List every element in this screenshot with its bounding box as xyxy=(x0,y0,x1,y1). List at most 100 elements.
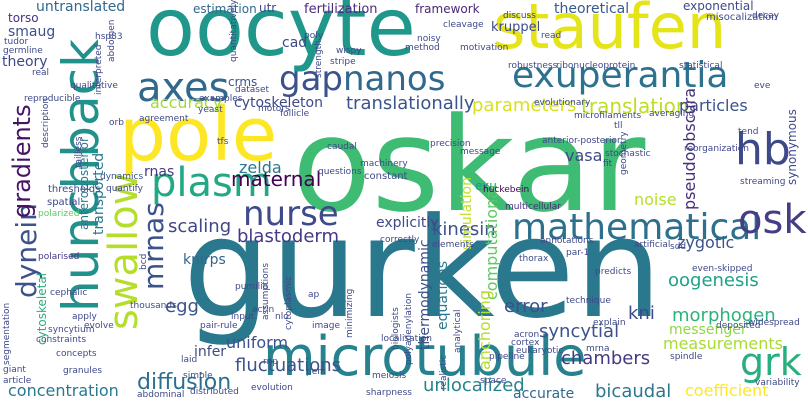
word-image: image xyxy=(312,321,341,331)
word-bcd: bcd xyxy=(139,253,149,270)
word-averaging: averaging xyxy=(649,109,695,119)
word-syncytial: syncytial xyxy=(539,321,620,342)
word-dataset: dataset xyxy=(235,85,270,95)
word-pem: pem xyxy=(306,367,327,377)
word-discuss: discuss xyxy=(503,11,536,21)
word-axes: axes xyxy=(137,65,230,111)
word-agreement: agreement xyxy=(139,114,189,124)
word-pair-rule: pair-rule xyxy=(200,321,238,331)
word-input: input xyxy=(231,312,255,322)
word-translation: translation xyxy=(581,94,689,118)
word-accurate: accurate xyxy=(513,386,575,402)
word-knirps: knirps xyxy=(183,252,226,268)
word-cad: cad xyxy=(282,35,308,51)
word-kruppel: kruppel xyxy=(491,20,541,35)
word-reorganization: reorganization xyxy=(684,144,749,154)
word-polarised: polarised xyxy=(38,252,80,262)
word-thorax: thorax xyxy=(519,254,549,264)
word-quantify: quantify xyxy=(106,184,144,194)
word-uniform: uniform xyxy=(226,333,289,352)
word-explicitly: explicitly xyxy=(376,215,439,231)
word-constant: constant xyxy=(364,171,408,182)
word-granules: granules xyxy=(63,366,103,376)
word-concepts: concepts xyxy=(56,349,97,359)
word-caudal: caudal xyxy=(327,142,357,152)
word-tailless: tailless xyxy=(74,136,84,168)
word-zygotic: zygotic xyxy=(677,233,735,252)
word-noisy: noisy xyxy=(417,34,441,44)
word-actin: actin xyxy=(252,305,275,315)
word-minimizing: minimizing xyxy=(345,288,355,338)
word-ribonucleoprotein: ribonucleoprotein xyxy=(556,61,636,71)
word-kni: kni xyxy=(628,303,655,324)
word-framework: framework xyxy=(415,2,480,16)
word-motors: motors xyxy=(258,104,290,114)
word-hsp83: hsp83 xyxy=(95,32,123,42)
word-exuperantia: exuperantia xyxy=(512,55,729,96)
word-motivation: motivation xyxy=(460,43,509,53)
word-stripe: stripe xyxy=(330,57,356,67)
word-evolution: evolution xyxy=(251,383,293,393)
word-morphogen: morphogen xyxy=(672,305,776,326)
word-localisation: localisation xyxy=(381,334,432,344)
word-poly: poly xyxy=(304,31,324,41)
word-variability: variability xyxy=(755,378,800,388)
word-computational: computational xyxy=(482,184,501,300)
word-osk: osk xyxy=(738,197,807,243)
word-predicts: predicts xyxy=(595,267,632,277)
word-constraints: constraints xyxy=(36,335,87,345)
word-gradients: gradients xyxy=(8,104,36,218)
word-biologists: biologists xyxy=(391,307,401,350)
word-spatial: spatial xyxy=(47,197,81,208)
word-tend: tend xyxy=(738,127,759,137)
word-geometry: geometry xyxy=(619,131,629,175)
word-cytoskeleton: cytoskeleton xyxy=(234,95,323,111)
word-abdominal: abdominal xyxy=(137,390,185,400)
word-nanos: nanos xyxy=(343,59,446,99)
word-simple: simple xyxy=(183,371,213,381)
word-message: message xyxy=(460,147,501,157)
word-gurken: gurken xyxy=(183,188,663,349)
word-diffusion: diffusion xyxy=(137,370,232,395)
word-error: error xyxy=(504,296,548,317)
word-measurements: measurements xyxy=(663,334,783,353)
word-accuracy: accuracy xyxy=(150,93,223,112)
word-fluctuations: fluctuations xyxy=(235,355,341,376)
word-cephalic: cephalic xyxy=(50,288,88,298)
word-staufen: staufen xyxy=(493,0,727,63)
word-explain: explain xyxy=(593,318,626,328)
word-evolutionary: evolutionary xyxy=(534,98,591,108)
word-synonymous: synonymous xyxy=(785,109,799,185)
word-huckebein: huckebein xyxy=(483,185,530,195)
word-laid: laid xyxy=(181,355,198,365)
word-robustness: robustness xyxy=(508,61,558,71)
word-artificial: artificial xyxy=(634,240,671,250)
word-examples: examples xyxy=(199,94,243,104)
word-streaming: streaming xyxy=(740,177,786,187)
word-exponential: exponential xyxy=(683,0,754,13)
word-noise: noise xyxy=(634,190,677,209)
word-spindle: spindle xyxy=(670,352,703,362)
word-tudor: tudor xyxy=(4,37,29,47)
word-theoretical: theoretical xyxy=(554,1,630,17)
word-torso: torso xyxy=(8,11,39,25)
word-microfilaments: microfilaments xyxy=(574,111,642,121)
word-polarized: polarized xyxy=(38,209,80,219)
word-distributed: distributed xyxy=(190,387,239,397)
word-ap: ap xyxy=(308,290,320,300)
word-orb: orb xyxy=(109,118,124,128)
word-widespread: widespread xyxy=(748,318,800,328)
word-cleavage: cleavage xyxy=(443,20,484,30)
word-blastoderm: blastoderm xyxy=(237,226,340,247)
word-method: method xyxy=(405,43,440,53)
word-utr: utr xyxy=(259,1,277,15)
word-even-skipped: even-skipped xyxy=(692,264,753,274)
word-syncytium: syncytium xyxy=(48,325,95,335)
word-dynamics: dynamics xyxy=(100,172,144,182)
word-grk: grk xyxy=(740,340,802,384)
word-exu: exu xyxy=(475,179,497,193)
word-unlocalized: unlocalized xyxy=(423,375,525,396)
word-evolve: evolve xyxy=(84,321,114,331)
word-crms: crms xyxy=(228,75,258,89)
word-gap: gap xyxy=(279,59,343,99)
